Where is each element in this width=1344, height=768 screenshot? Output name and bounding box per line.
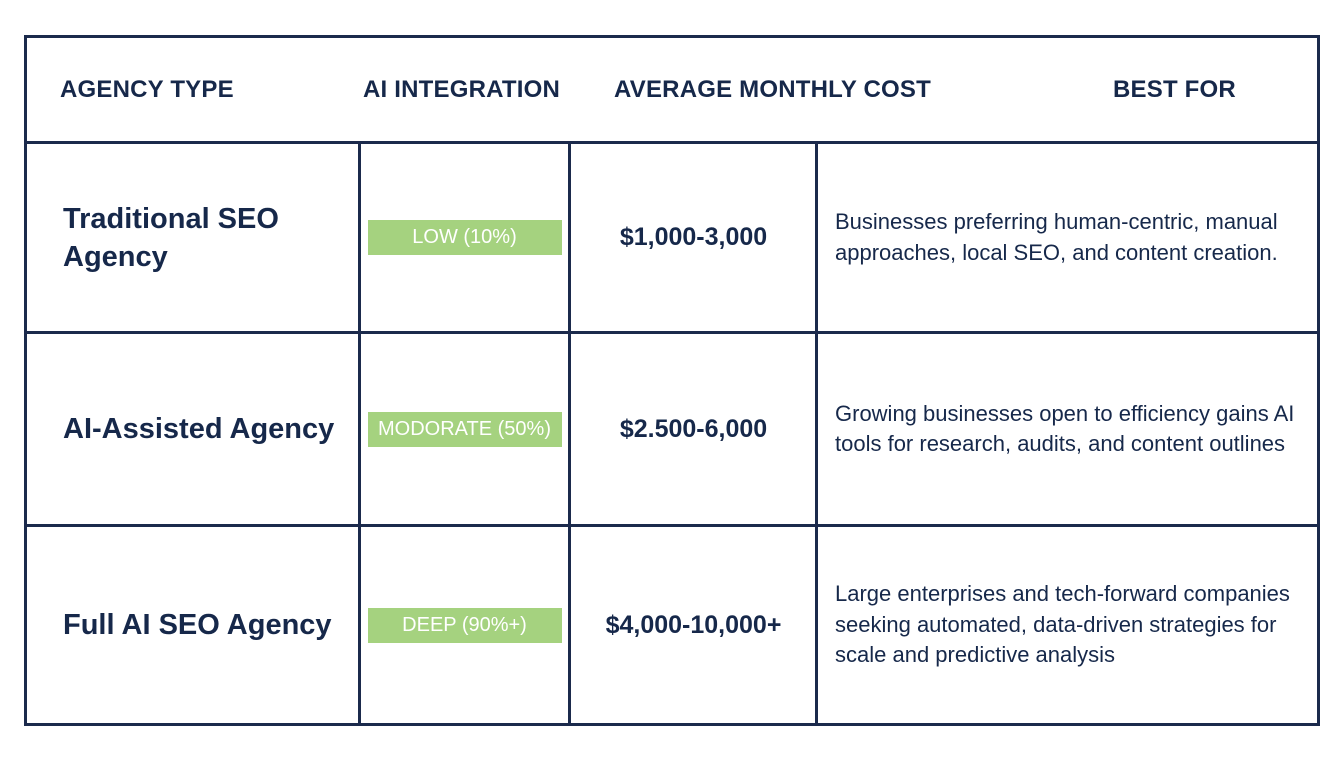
header-ai-integration: AI INTEGRATION xyxy=(363,75,561,103)
column-divider xyxy=(568,144,571,723)
column-divider xyxy=(358,144,361,723)
monthly-cost-cell: $1,000-3,000 xyxy=(619,223,768,251)
ai-integration-badge: LOW (10%) xyxy=(367,220,562,255)
header-agency-type: AGENCY TYPE xyxy=(60,75,234,103)
table-row: AI-Assisted Agency MODORATE (50%) $2.500… xyxy=(27,334,1317,527)
column-divider xyxy=(815,144,818,723)
ai-integration-cell: MODORATE (50%) xyxy=(361,334,568,524)
best-for-cell: Growing businesses open to efficiency ga… xyxy=(835,400,1295,457)
monthly-cost-cell: $2.500-6,000 xyxy=(619,414,768,443)
agency-type-cell: Full AI SEO Agency xyxy=(63,609,332,641)
best-for-cell: Large enterprises and tech-forward compa… xyxy=(835,581,1290,668)
table-header: AGENCY TYPE AI INTEGRATION AVERAGE MONTH… xyxy=(27,38,1317,144)
ai-integration-badge: MODORATE (50%) xyxy=(367,411,562,447)
monthly-cost-cell: $4,000-10,000+ xyxy=(605,610,782,639)
ai-integration-cell: LOW (10%) xyxy=(361,144,568,331)
best-for-cell: Businesses preferring human-centric, man… xyxy=(835,209,1278,265)
table-row: Traditional SEO Agency LOW (10%) $1,000-… xyxy=(27,144,1317,334)
agency-type-cell: Traditional SEO Agency xyxy=(63,202,279,273)
header-best-for: BEST FOR xyxy=(1113,75,1236,103)
table-row: Full AI SEO Agency DEEP (90%+) $4,000-10… xyxy=(27,527,1317,723)
ai-integration-cell: DEEP (90%+) xyxy=(361,527,568,723)
header-average-monthly-cost: AVERAGE MONTHLY COST xyxy=(614,75,931,103)
comparison-table: AGENCY TYPE AI INTEGRATION AVERAGE MONTH… xyxy=(24,35,1320,726)
ai-integration-badge: DEEP (90%+) xyxy=(367,607,562,643)
agency-type-cell: AI-Assisted Agency xyxy=(63,413,335,445)
